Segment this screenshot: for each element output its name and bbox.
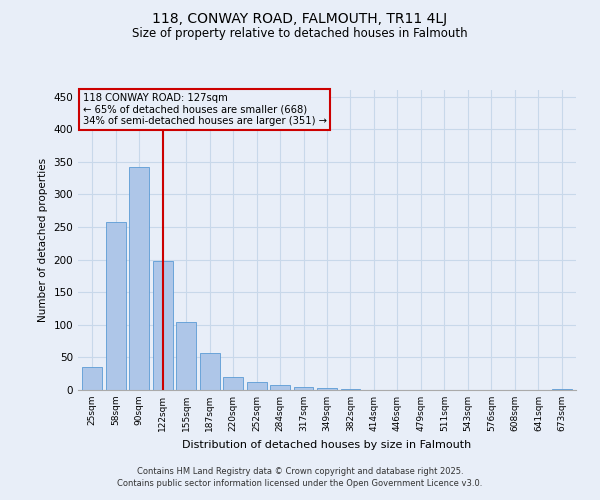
Bar <box>106 222 125 390</box>
Bar <box>293 386 313 390</box>
Text: 118 CONWAY ROAD: 127sqm
← 65% of detached houses are smaller (668)
34% of semi-d: 118 CONWAY ROAD: 127sqm ← 65% of detache… <box>83 93 327 126</box>
Bar <box>152 261 173 390</box>
Bar <box>223 377 243 390</box>
X-axis label: Distribution of detached houses by size in Falmouth: Distribution of detached houses by size … <box>182 440 472 450</box>
Bar <box>82 366 102 390</box>
Bar <box>270 385 290 390</box>
Bar <box>317 388 337 390</box>
Bar <box>176 322 196 390</box>
Bar <box>129 167 149 390</box>
Y-axis label: Number of detached properties: Number of detached properties <box>38 158 48 322</box>
Bar <box>200 353 220 390</box>
Bar <box>247 382 266 390</box>
Text: Size of property relative to detached houses in Falmouth: Size of property relative to detached ho… <box>132 28 468 40</box>
Text: Contains HM Land Registry data © Crown copyright and database right 2025.
Contai: Contains HM Land Registry data © Crown c… <box>118 466 482 487</box>
Text: 118, CONWAY ROAD, FALMOUTH, TR11 4LJ: 118, CONWAY ROAD, FALMOUTH, TR11 4LJ <box>152 12 448 26</box>
